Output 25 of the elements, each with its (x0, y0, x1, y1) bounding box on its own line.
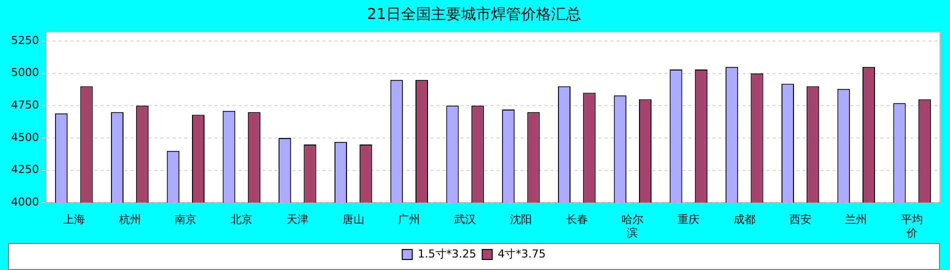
x-tick-label: 南京 (174, 213, 197, 226)
y-tick-label: 5000 (10, 66, 39, 80)
legend-label: 4寸*3.75 (498, 247, 546, 260)
x-tick-label: 武汉 (454, 213, 476, 226)
x-tick-label: 重庆 (678, 213, 700, 226)
x-tick-label: 长春 (566, 213, 588, 226)
legend-label: 1.5寸*3.25 (418, 247, 476, 260)
x-tick-label: 兰州 (845, 213, 868, 226)
x-tick-label: 北京 (230, 213, 253, 226)
x-tick-label: 哈尔滨 (622, 213, 644, 240)
x-tick-label: 广州 (398, 213, 420, 226)
x-tick-label: 成都 (733, 213, 756, 226)
y-tick-label: 4000 (10, 195, 39, 208)
x-tick-label: 唐山 (342, 213, 364, 226)
x-tick-label: 西安 (789, 213, 812, 226)
y-tick-label: 4250 (10, 163, 39, 176)
x-tick-label: 杭州 (118, 213, 141, 226)
y-tick-label: 4750 (10, 98, 39, 112)
x-tick-label: 平均价 (901, 213, 924, 240)
x-tick-label: 上海 (62, 213, 85, 226)
x-tick-label: 天津 (286, 213, 308, 226)
chart-title: 21日全国主要城市焊管价格汇总 (366, 4, 582, 23)
y-tick-label: 4500 (10, 130, 39, 144)
y-tick-label: 5250 (10, 34, 39, 47)
x-tick-label: 沈阳 (510, 213, 532, 226)
